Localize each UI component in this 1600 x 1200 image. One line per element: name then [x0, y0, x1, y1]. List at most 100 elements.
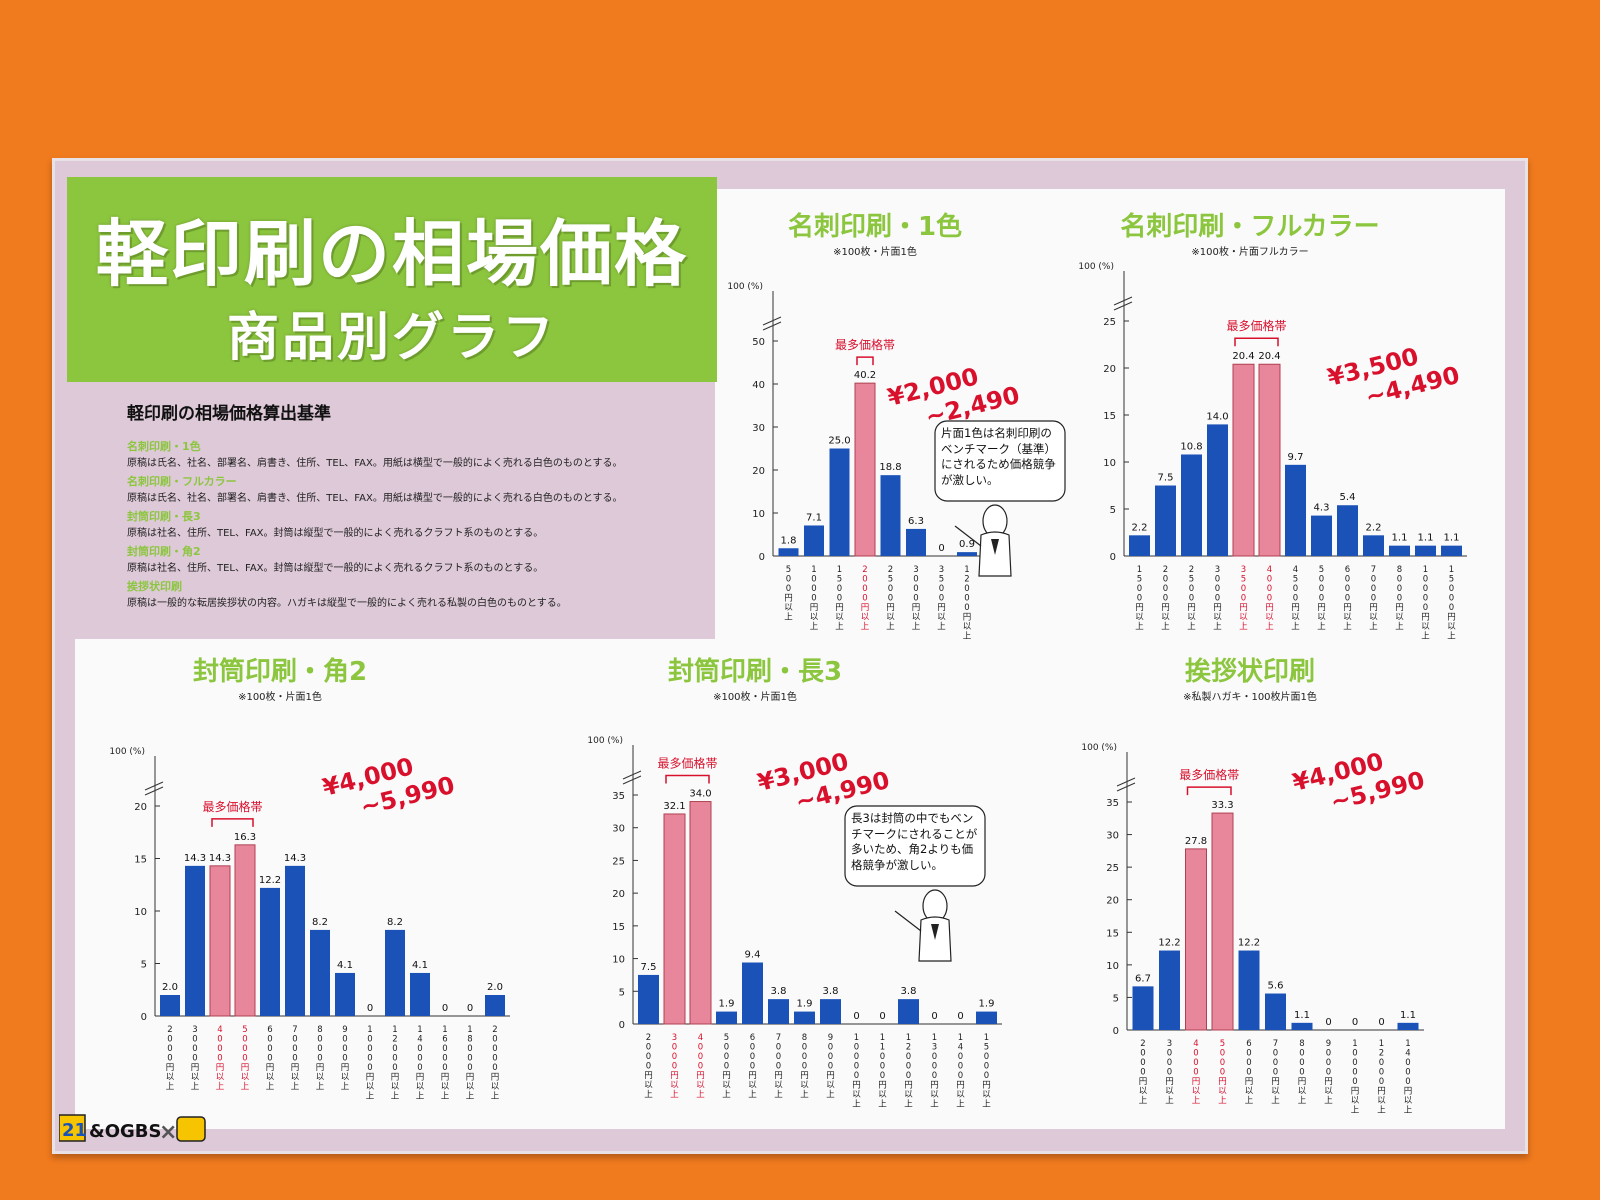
x-tick-label: 2 0 0 0 円以上 [166, 1025, 175, 1092]
bar-value-label: 4.3 [1314, 503, 1330, 514]
top-chart-panel [715, 189, 1505, 639]
bar-value-label: 14.3 [209, 853, 231, 864]
chart-subtitle: ※100枚・片面1色 [713, 690, 797, 703]
chart-bar [1441, 545, 1462, 556]
bar-value-label: 0 [931, 1011, 937, 1022]
chart-bar [1389, 545, 1410, 556]
chart-bar [1311, 515, 1332, 556]
criteria-item-desc: 原稿は一般的な転居挨拶状の内容。ハガキは縦型で一般的によく売れる私製の白色のもの… [127, 598, 567, 609]
y-tick-label: 0 [1113, 1026, 1119, 1037]
chart-bar [385, 929, 405, 1016]
chart-bar [1415, 545, 1436, 556]
x-tick-label: 3 0 0 0 円以上 [1213, 565, 1222, 632]
chart-bar [957, 552, 977, 556]
chart-bar [209, 865, 231, 1017]
x-tick-label: 2 0 0 0 円以上 [1139, 1039, 1148, 1106]
x-tick-label: 1 6 0 0 0 円以上 [441, 1025, 450, 1102]
chart-subtitle: ※100枚・片面フルカラー [1191, 245, 1308, 258]
y-tick-label: 35 [1106, 798, 1119, 809]
y-tick-label: 35 [612, 791, 625, 802]
x-tick-label: 4 5 0 0 円以上 [1291, 565, 1300, 632]
bar-value-label: 40.2 [854, 370, 876, 381]
chart-title: 名刺印刷・フルカラー [1120, 211, 1379, 242]
note-text-container: 片面1色は名刺印刷のベンチマーク（基準）にされるため価格競争が激しい。 [941, 426, 1056, 487]
criteria-item-name: 名刺印刷・フルカラー [127, 475, 237, 488]
x-tick-label: 8 0 0 0 円以上 [1298, 1039, 1307, 1106]
axis-break-mark [1116, 777, 1136, 787]
peak-bracket [211, 818, 254, 827]
x-tick-label: 1 4 0 0 0 円以上 [956, 1033, 965, 1110]
y-tick-label: 10 [134, 907, 147, 918]
x-tick-label: 3 0 0 0 円以上 [1165, 1039, 1174, 1106]
x-tick-label: 6 0 0 0 円以上 [748, 1033, 757, 1100]
chart-bar [1397, 1022, 1419, 1030]
y-tick-label: 20 [1103, 364, 1116, 375]
note-bubble [934, 420, 1066, 502]
chart-title: 名刺印刷・1色 [788, 211, 962, 242]
chart-bar [1232, 363, 1255, 557]
x-tick-label: 8 0 0 0 円以上 [316, 1025, 325, 1092]
chart-subtitle: ※100枚・片面1色 [833, 245, 917, 258]
bar-value-label: 1.1 [1392, 533, 1408, 544]
y-tick-label: 20 [752, 466, 765, 477]
axis-break-mark [1113, 301, 1133, 311]
chart-meishi-1: 名刺印刷・1色 ※100枚・片面1色 100 (%) 0 10 20 30 40 50 1.8 5 0… [727, 211, 1066, 642]
x-tick-label: 1 5 0 0 円以上 [835, 565, 844, 632]
bar-value-label: 27.8 [1185, 836, 1207, 847]
bar-value-label: 12.2 [259, 875, 281, 886]
bar-value-label: 14.0 [1206, 411, 1228, 422]
sponsor-logo: 21 &OGBS × [58, 1111, 209, 1149]
price-range-label: ¥3,500~4,490 [1325, 334, 1463, 419]
x-tick-label: 5 0 0 0 円以上 [722, 1033, 731, 1100]
chart-bar [1285, 464, 1306, 556]
y-tick-label: 25 [1103, 317, 1116, 328]
chart-bar [742, 962, 763, 1024]
chart-bar [1132, 986, 1154, 1030]
chart-bar [234, 844, 256, 1017]
poster-title: 軽印刷の相場価格 [95, 212, 688, 296]
y-tick-label: 0 [619, 1020, 625, 1031]
bar-value-label: 0 [938, 543, 944, 554]
chart-bar [663, 813, 686, 1025]
bar-value-label: 2.2 [1366, 522, 1382, 533]
x-tick-label: 1 4 0 0 0 円以上 [1404, 1039, 1413, 1116]
bar-value-label: 7.5 [641, 962, 657, 973]
note-text: 片面1色は名刺印刷のベンチマーク（基準）にされるため価格競争が激しい。 [941, 426, 1056, 487]
peak-label: 最多価格帯 [1179, 767, 1239, 782]
bar-value-label: 4.1 [412, 960, 428, 971]
bar-value-label: 25.0 [828, 436, 850, 447]
bar-value-label: 1.9 [719, 999, 735, 1010]
x-tick-label: 7 0 0 0 円以上 [774, 1033, 783, 1100]
svg-text:21: 21 [62, 1120, 87, 1141]
x-tick-label: 3 0 0 0 円以上 [912, 565, 921, 632]
chart-bar [898, 999, 919, 1024]
y-tick-label: 0 [759, 552, 765, 563]
x-tick-label: 5 0 0 0 円以上 [1317, 565, 1326, 632]
y-tick-label: 10 [612, 955, 625, 966]
bar-value-label: 34.0 [689, 789, 711, 800]
peak-label: 最多価格帯 [202, 799, 262, 814]
chart-subtitle: ※100枚・片面1色 [238, 690, 322, 703]
x-tick-label: 2 0 0 0 円以上 [644, 1033, 653, 1100]
x-tick-label: 3 0 0 0 円以上 [191, 1025, 200, 1092]
x-tick-label: 4 0 0 0 円以上 [1192, 1039, 1201, 1106]
pointer-stick-icon [954, 525, 982, 547]
y-tick-label: 15 [612, 922, 625, 933]
y-axis-label: 100 (%) [1081, 743, 1117, 753]
bar-value-label: 4.1 [337, 960, 353, 971]
chart-bar [1211, 812, 1234, 1031]
criteria-item-name: 封筒印刷・角2 [127, 545, 201, 558]
pointer-stick-icon [894, 910, 922, 932]
criteria-item-desc: 原稿は氏名、社名、部署名、肩書き、住所、TEL、FAX。用紙は横型で一般的によく… [127, 458, 623, 469]
chart-bar [1258, 363, 1281, 557]
chart-bar [638, 974, 659, 1024]
x-tick-label: 8 0 0 0 円以上 [1395, 565, 1404, 632]
chart-bar [1155, 485, 1176, 556]
chart-bar [716, 1011, 737, 1024]
x-tick-label: 4 0 0 0 円以上 [1265, 565, 1274, 632]
chart-title: 封筒印刷・長3 [668, 656, 842, 687]
bar-value-label: 0 [879, 1011, 885, 1022]
note-bubble [844, 805, 986, 887]
x-tick-label: 1 5 0 0 円以上 [1135, 565, 1144, 632]
y-tick-label: 40 [752, 380, 765, 391]
